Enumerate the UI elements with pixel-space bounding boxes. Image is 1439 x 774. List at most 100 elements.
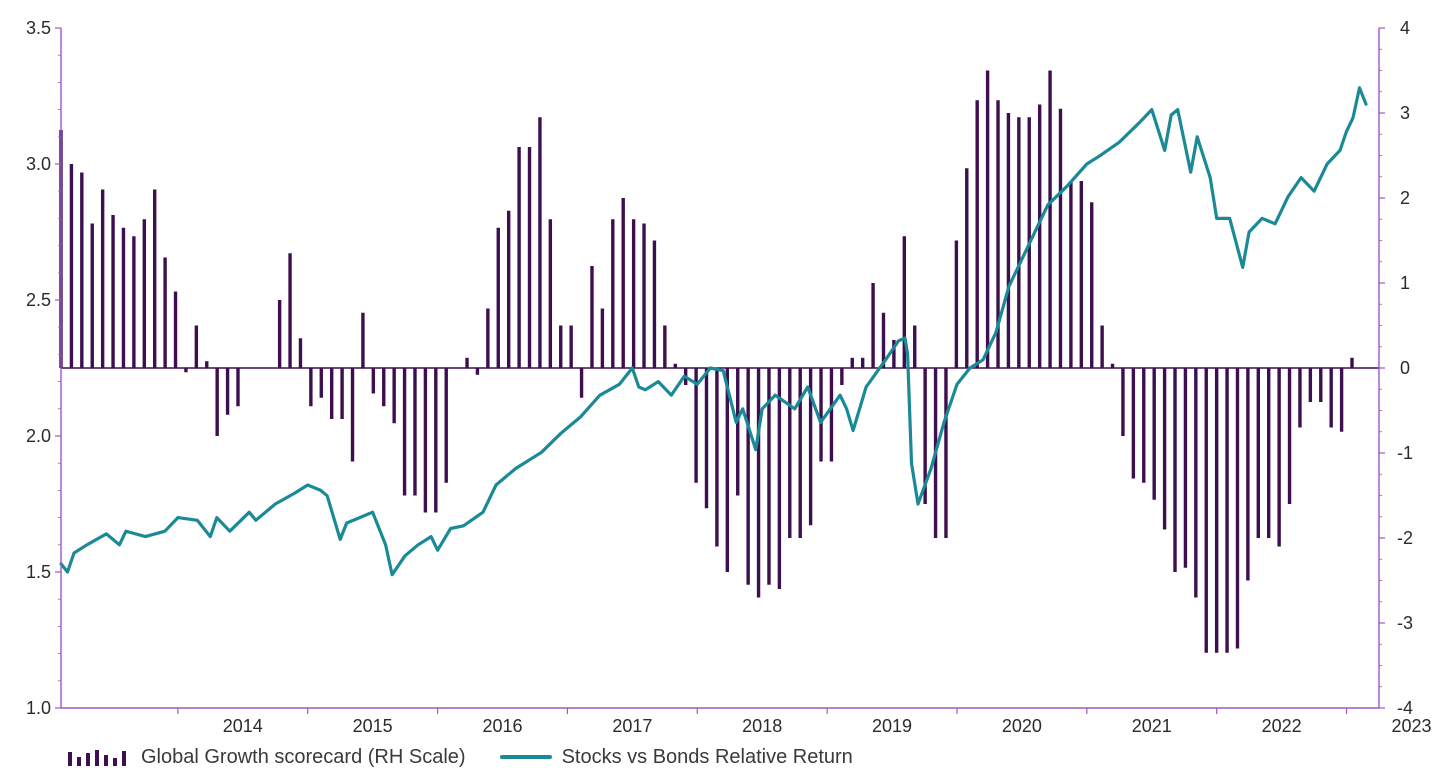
x-tick-label: 2018	[742, 716, 782, 736]
bar-growth-scorecard	[777, 368, 782, 589]
bar-growth-scorecard	[652, 240, 657, 368]
line-stocks-vs-bonds	[59, 86, 1368, 577]
bar-growth-scorecard	[746, 368, 750, 585]
bar-growth-scorecard	[69, 164, 74, 368]
left-tick-label: 3.0	[26, 154, 51, 174]
bar-growth-scorecard	[329, 368, 334, 419]
left-tick-label: 1.0	[26, 698, 51, 718]
bar-growth-scorecard	[808, 368, 813, 526]
bar-growth-scorecard	[631, 219, 636, 368]
right-tick-label: 3	[1400, 103, 1410, 123]
bar-growth-scorecard	[382, 368, 386, 407]
bar-growth-scorecard	[1121, 368, 1125, 436]
bar-growth-scorecard	[402, 368, 407, 496]
chart-canvas: 1.0 1.5 2.0 2.5 3.0 3.5 -4 -3 -2 -1 0 1 2 3 4 2014 2015 2…	[26, 18, 1432, 736]
bar-growth-scorecard	[1329, 368, 1333, 428]
bar-growth-scorecard	[288, 253, 292, 368]
bar-growth-scorecard	[1069, 181, 1073, 368]
bar-growth-scorecard	[173, 291, 178, 368]
bar-growth-scorecard	[1142, 368, 1146, 483]
legend-item-stocks-vs-bonds: Stocks vs Bonds Relative Return	[499, 745, 853, 769]
bar-growth-scorecard	[1162, 368, 1167, 530]
bar-growth-scorecard	[100, 189, 105, 368]
bar-growth-scorecard	[944, 368, 948, 538]
bar-growth-scorecard	[715, 368, 719, 547]
right-tick-label: 2	[1400, 188, 1410, 208]
bar-growth-scorecard	[548, 219, 553, 368]
right-tick-label: 0	[1400, 358, 1410, 378]
bar-growth-scorecard	[996, 100, 1000, 368]
bar-growth-scorecard	[579, 368, 584, 398]
bar-growth-scorecard	[902, 236, 907, 368]
bar-growth-scorecard	[90, 223, 94, 368]
bar-growth-scorecard	[1246, 368, 1250, 581]
bar-growth-scorecard	[704, 368, 709, 509]
bar-growth-scorecard	[225, 368, 230, 415]
bar-growth-scorecard	[413, 368, 417, 496]
bar-growth-scorecard	[1350, 357, 1354, 368]
bar-growth-scorecard	[642, 223, 646, 368]
bar-growth-scorecard	[142, 219, 146, 368]
x-tick-label: 2021	[1132, 716, 1172, 736]
bar-growth-scorecard	[496, 227, 500, 368]
x-tick-label: 2023	[1391, 716, 1431, 736]
legend-item-growth-scorecard: Global Growth scorecard (RH Scale)	[68, 746, 466, 769]
bar-growth-scorecard	[1194, 368, 1198, 598]
bar-growth-scorecard	[1006, 113, 1011, 368]
bar-growth-scorecard	[1214, 368, 1219, 653]
bar-growth-scorecard	[350, 368, 355, 462]
bar-growth-scorecard	[1017, 117, 1021, 368]
bar-growth-scorecard	[1100, 325, 1104, 368]
bar-growth-scorecard	[1079, 181, 1084, 368]
bar-growth-scorecard	[756, 368, 761, 598]
right-tick-label: -1	[1397, 443, 1413, 463]
bar-growth-scorecard	[798, 368, 802, 538]
bar-growth-scorecard	[1173, 368, 1177, 572]
bar-growth-scorecard	[1339, 368, 1344, 432]
bar-growth-scorecard	[1204, 368, 1208, 653]
bar-growth-scorecard	[913, 325, 917, 368]
bar-growth-scorecard	[1235, 368, 1240, 649]
bar-growth-scorecard	[923, 368, 927, 504]
bar-growth-scorecard	[1131, 368, 1136, 479]
bar-growth-scorecard	[1277, 368, 1281, 547]
bar-growth-scorecard	[205, 361, 209, 368]
x-tick-label: 2022	[1262, 716, 1302, 736]
bar-growth-scorecard	[559, 325, 563, 368]
bar-growth-scorecard	[985, 70, 990, 368]
x-tick-label: 2020	[1002, 716, 1042, 736]
bar-growth-scorecard	[194, 325, 199, 368]
right-tick-label: -3	[1397, 613, 1413, 633]
bar-growth-scorecard	[132, 236, 136, 368]
legend-label-stocks-vs-bonds: Stocks vs Bonds Relative Return	[561, 745, 853, 768]
bar-growth-scorecard	[319, 368, 323, 398]
bar-series-swatch-icon	[68, 748, 131, 766]
bar-growth-scorecard	[184, 368, 188, 373]
legend-label-growth-scorecard: Global Growth scorecard (RH Scale)	[141, 745, 466, 768]
bar-growth-scorecard	[538, 117, 542, 368]
bar-growth-scorecard	[517, 147, 521, 368]
bar-growth-scorecard	[663, 325, 667, 368]
bar-growth-scorecard	[892, 339, 896, 368]
bar-growth-scorecard	[236, 368, 240, 407]
bar-growth-scorecard	[788, 368, 792, 538]
bar-growth-scorecard	[1037, 104, 1042, 368]
bar-growth-scorecard	[673, 363, 677, 368]
bar-growth-scorecard	[121, 227, 126, 368]
bar-growth-scorecard	[611, 219, 615, 368]
bar-growth-scorecard	[1298, 368, 1302, 428]
bar-growth-scorecard	[850, 357, 854, 368]
bar-growth-scorecard	[569, 325, 573, 368]
bar-growth-scorecard	[298, 338, 303, 368]
bar-growth-scorecard	[881, 312, 886, 368]
bar-growth-scorecard	[527, 147, 532, 368]
bar-growth-scorecard	[736, 368, 740, 496]
bar-growth-scorecard	[434, 368, 438, 513]
bar-growth-scorecard	[1267, 368, 1271, 538]
x-tick-label: 2016	[482, 716, 522, 736]
x-tick-label: 2019	[872, 716, 912, 736]
bar-growth-scorecard	[1308, 368, 1313, 402]
bar-growth-scorecard	[215, 368, 219, 436]
bar-growth-scorecard	[361, 312, 365, 368]
bar-growth-scorecard	[694, 368, 698, 483]
